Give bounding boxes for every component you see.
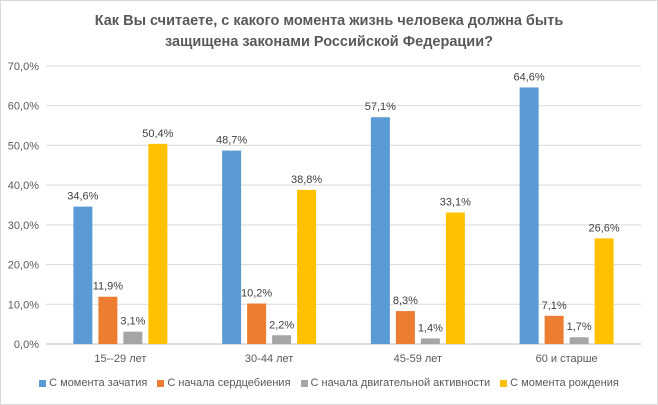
x-tick-label: 30-44 лет (245, 353, 293, 365)
x-tick-label: 15--29 лет (94, 353, 146, 365)
data-label: 50,4% (142, 128, 173, 140)
bar (420, 338, 440, 344)
legend-swatch (39, 379, 47, 387)
legend-item: С момента зачатия (39, 377, 147, 389)
data-label: 8,3% (393, 295, 418, 307)
y-tick-label: 30,0% (8, 220, 39, 232)
bar (370, 117, 390, 344)
y-tick-label: 50,0% (8, 140, 39, 152)
bar (395, 311, 415, 344)
chart-title-line-1: Как Вы считаете, с какого момента жизнь … (94, 13, 564, 29)
bar (247, 303, 267, 344)
data-label: 33,1% (440, 197, 471, 209)
chart-title: Как Вы считаете, с какого момента жизнь … (1, 11, 657, 53)
legend-label: С начала двигательной активности (310, 377, 491, 389)
y-tick-label: 20,0% (8, 260, 39, 272)
bar (222, 150, 242, 344)
legend-item: С начала двигательной активности (300, 377, 491, 389)
data-label: 48,7% (216, 135, 247, 147)
bar (569, 337, 589, 344)
data-label: 11,9% (93, 281, 124, 293)
legend-swatch (300, 379, 308, 387)
legend-swatch (157, 379, 165, 387)
data-label: 57,1% (365, 101, 396, 113)
bar (272, 335, 292, 344)
y-tick-label: 0,0% (14, 339, 39, 351)
legend-label: С начала сердцебиения (167, 377, 291, 389)
data-label: 3,1% (120, 316, 145, 328)
data-label: 2,2% (269, 319, 294, 331)
y-tick-label: 70,0% (8, 61, 39, 73)
bar (123, 331, 143, 344)
data-label: 64,6% (514, 71, 545, 83)
bar (519, 87, 539, 345)
chart-title-line-2: защищена законами Российской Федерации? (165, 34, 493, 50)
y-tick-label: 60,0% (8, 101, 39, 113)
data-label: 10,2% (241, 287, 272, 299)
bar (148, 143, 168, 344)
legend-item: С начала сердцебиения (157, 377, 291, 389)
data-label: 26,6% (589, 222, 620, 234)
bar (73, 206, 93, 344)
legend: С момента зачатия С начала сердцебиения С … (1, 377, 657, 389)
y-tick-label: 40,0% (8, 180, 39, 192)
data-label: 38,8% (291, 174, 322, 186)
legend-swatch (500, 379, 508, 387)
bar (98, 296, 118, 344)
legend-item: С момента рождения (500, 377, 619, 389)
legend-label: С момента рождения (510, 377, 619, 389)
y-tick-label: 10,0% (8, 299, 39, 311)
data-label: 34,6% (67, 191, 98, 203)
bar (594, 238, 614, 344)
x-tick-label: 45-59 лет (394, 353, 442, 365)
x-tick-label: 60 и старше (536, 353, 598, 365)
bar (297, 189, 317, 344)
data-label: 1,7% (567, 321, 592, 333)
bar (544, 315, 564, 344)
bar (445, 212, 465, 344)
data-label: 1,4% (418, 322, 443, 334)
legend-label: С момента зачатия (49, 377, 148, 389)
data-label: 7,1% (542, 300, 567, 312)
